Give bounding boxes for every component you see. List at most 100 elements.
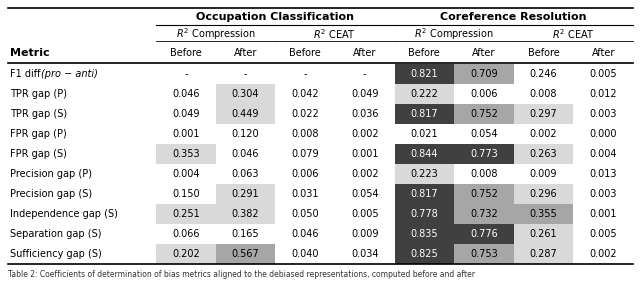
Text: 0.003: 0.003 [589, 189, 617, 199]
Bar [156, 204, 216, 224]
Text: 0.063: 0.063 [232, 169, 259, 179]
Bar [216, 244, 275, 264]
Text: 0.004: 0.004 [589, 149, 617, 159]
Text: 0.012: 0.012 [589, 89, 617, 99]
Bar [394, 184, 454, 204]
Text: 0.251: 0.251 [172, 209, 200, 219]
Text: 0.002: 0.002 [589, 249, 617, 259]
Text: 0.773: 0.773 [470, 149, 498, 159]
Text: 0.079: 0.079 [291, 149, 319, 159]
Text: Precision gap (P): Precision gap (P) [10, 169, 92, 179]
Text: Occupation Classification: Occupation Classification [196, 12, 355, 22]
Text: 0.001: 0.001 [172, 129, 200, 139]
Bar [394, 84, 454, 104]
Bar [514, 184, 573, 204]
Bar [454, 64, 514, 84]
Text: 0.835: 0.835 [410, 229, 438, 239]
Text: 0.022: 0.022 [291, 109, 319, 119]
Text: After: After [591, 48, 615, 58]
Text: $R^2$ CEAT: $R^2$ CEAT [314, 27, 356, 41]
Bar [514, 104, 573, 124]
Text: 0.263: 0.263 [530, 149, 557, 159]
Bar [216, 204, 275, 224]
Text: 0.034: 0.034 [351, 249, 378, 259]
Text: 0.042: 0.042 [291, 89, 319, 99]
Bar [394, 104, 454, 124]
Text: After: After [472, 48, 495, 58]
Text: 0.000: 0.000 [589, 129, 617, 139]
Bar [156, 144, 216, 164]
Text: -: - [363, 69, 367, 79]
Text: -: - [184, 69, 188, 79]
Text: Precision gap (S): Precision gap (S) [10, 189, 92, 199]
Bar [394, 144, 454, 164]
Text: 0.355: 0.355 [530, 209, 557, 219]
Text: 0.567: 0.567 [232, 249, 259, 259]
Text: -: - [303, 69, 307, 79]
Text: 0.049: 0.049 [351, 89, 378, 99]
Text: Before: Before [289, 48, 321, 58]
Bar [454, 104, 514, 124]
Bar [156, 244, 216, 264]
Text: 0.449: 0.449 [232, 109, 259, 119]
Text: 0.004: 0.004 [172, 169, 200, 179]
Text: 0.709: 0.709 [470, 69, 498, 79]
Text: 0.001: 0.001 [589, 209, 617, 219]
Text: 0.031: 0.031 [291, 189, 319, 199]
Text: 0.817: 0.817 [410, 109, 438, 119]
Text: $R^2$ Compression: $R^2$ Compression [175, 26, 255, 42]
Text: 0.001: 0.001 [351, 149, 378, 159]
Text: 0.778: 0.778 [410, 209, 438, 219]
Text: 0.776: 0.776 [470, 229, 498, 239]
Text: 0.050: 0.050 [291, 209, 319, 219]
Text: 0.003: 0.003 [589, 109, 617, 119]
Text: Sufficiency gap (S): Sufficiency gap (S) [10, 249, 102, 259]
Text: 0.008: 0.008 [470, 169, 498, 179]
Bar [216, 104, 275, 124]
Text: 0.382: 0.382 [232, 209, 259, 219]
Text: 0.287: 0.287 [530, 249, 557, 259]
Bar [454, 144, 514, 164]
Text: Table 2: Coefficients of determination of bias metrics aligned to the debiased r: Table 2: Coefficients of determination o… [8, 270, 475, 279]
Text: 0.009: 0.009 [351, 229, 378, 239]
Text: $R^2$ Compression: $R^2$ Compression [414, 26, 494, 42]
Text: FPR gap (P): FPR gap (P) [10, 129, 67, 139]
Text: $R^2$ CEAT: $R^2$ CEAT [552, 27, 595, 41]
Text: Before: Before [528, 48, 559, 58]
Text: Separation gap (S): Separation gap (S) [10, 229, 102, 239]
Bar [394, 64, 454, 84]
Text: 0.005: 0.005 [351, 209, 378, 219]
Bar [514, 204, 573, 224]
Text: 0.008: 0.008 [291, 129, 319, 139]
Text: 0.049: 0.049 [172, 109, 200, 119]
Text: 0.825: 0.825 [410, 249, 438, 259]
Text: 0.066: 0.066 [172, 229, 200, 239]
Text: 0.054: 0.054 [351, 189, 378, 199]
Text: 0.046: 0.046 [291, 229, 319, 239]
Text: 0.223: 0.223 [410, 169, 438, 179]
Text: 0.002: 0.002 [530, 129, 557, 139]
Bar [514, 144, 573, 164]
Text: 0.005: 0.005 [589, 229, 617, 239]
Text: 0.002: 0.002 [351, 129, 378, 139]
Text: 0.150: 0.150 [172, 189, 200, 199]
Bar [216, 184, 275, 204]
Text: 0.297: 0.297 [530, 109, 557, 119]
Text: 0.040: 0.040 [291, 249, 319, 259]
Text: 0.008: 0.008 [530, 89, 557, 99]
Text: 0.222: 0.222 [410, 89, 438, 99]
Text: 0.753: 0.753 [470, 249, 498, 259]
Text: 0.046: 0.046 [232, 149, 259, 159]
Text: 0.046: 0.046 [172, 89, 200, 99]
Text: 0.817: 0.817 [410, 189, 438, 199]
Text: 0.296: 0.296 [530, 189, 557, 199]
Bar [454, 184, 514, 204]
Text: 0.002: 0.002 [351, 169, 378, 179]
Text: 0.246: 0.246 [530, 69, 557, 79]
Text: Coreference Resolution: Coreference Resolution [440, 12, 587, 22]
Text: Independence gap (S): Independence gap (S) [10, 209, 118, 219]
Text: 0.752: 0.752 [470, 109, 498, 119]
Text: 0.732: 0.732 [470, 209, 498, 219]
Bar [394, 204, 454, 224]
Text: TPR gap (P): TPR gap (P) [10, 89, 67, 99]
